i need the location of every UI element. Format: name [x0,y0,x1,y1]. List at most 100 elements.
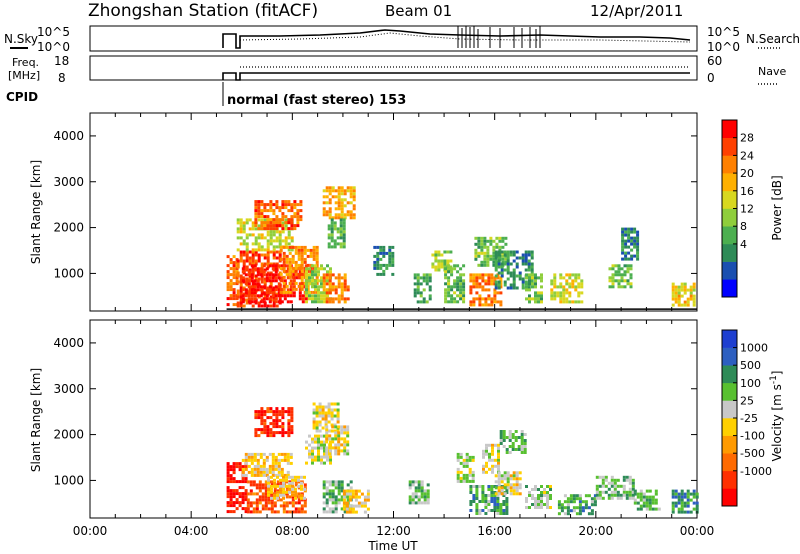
colorbar-swatch [722,190,737,209]
data-cell [506,486,510,490]
colorbar-tick-label: 20 [740,167,754,180]
data-cell [288,481,291,485]
colorbar-swatch [722,120,737,138]
data-cell [500,489,504,493]
data-cell [506,477,510,481]
data-cell [271,473,275,477]
data-cell [477,254,481,258]
data-cell [411,480,415,484]
data-cell [621,239,625,243]
data-cell [346,213,350,217]
data-cell [680,501,684,505]
data-cell [322,189,326,193]
data-cell [524,262,528,266]
nsky-trace [222,29,691,49]
data-cell [577,282,581,286]
data-cell [506,271,510,275]
data-cell [642,501,646,505]
data-cell [563,494,567,498]
data-cell [624,245,628,249]
data-cell [241,470,245,474]
data-cell [274,473,278,477]
data-cell [686,504,690,508]
data-cell [578,509,582,513]
data-cell [267,493,270,497]
data-cell [671,501,675,505]
data-cell [267,495,271,499]
data-cell [337,204,341,208]
data-cell [382,269,386,273]
data-cell [434,253,438,257]
data-cell [521,280,525,284]
data-cell [241,465,245,469]
data-cell [490,300,494,304]
data-cell [471,458,475,462]
data-cell [376,263,380,267]
data-cell [627,233,631,237]
data-cell [311,446,314,450]
data-cell [422,300,426,304]
data-cell [487,503,491,506]
data-cell [336,417,340,421]
data-cell [244,492,248,496]
data-cell [303,251,307,255]
data-cell [317,458,320,462]
data-cell [674,294,678,298]
data-cell [327,224,331,228]
data-cell [315,260,319,264]
data-cell [462,282,466,286]
data-cell [488,452,491,456]
data-cell [226,270,230,274]
data-cell [260,407,264,411]
data-cell [323,294,326,298]
data-cell [277,467,281,471]
data-cell [255,504,259,508]
data-cell [485,452,488,456]
data-cell [257,410,261,414]
data-cell [692,288,696,292]
data-cell [245,298,249,302]
data-cell [257,245,261,249]
data-cell [465,458,469,462]
data-cell [428,279,432,283]
data-cell [241,294,245,298]
data-cell [626,264,630,268]
data-cell [296,203,300,207]
data-cell [262,300,266,304]
data-cell [499,430,503,433]
data-cell [226,468,230,472]
data-cell [288,257,292,261]
data-cell [226,471,230,475]
data-cell [578,512,582,516]
data-cell [471,473,475,477]
data-cell [315,429,319,433]
data-cell [627,257,631,261]
data-cell [238,492,242,496]
data-cell [419,276,423,280]
data-cell [480,248,484,252]
data-cell [264,501,268,505]
data-cell [242,242,246,246]
data-cell [491,470,494,474]
data-cell [506,265,510,269]
data-cell [534,500,537,503]
data-cell [629,267,633,271]
data-cell [334,434,338,438]
velocity-label-sup: -1 [769,375,779,384]
data-cell [633,239,637,243]
data-cell [236,259,240,263]
data-cell [363,495,367,499]
data-cell [254,200,258,204]
data-cell [241,267,245,271]
data-cell [621,242,625,246]
data-cell [562,297,566,301]
data-cell [275,224,279,228]
data-cell [308,443,311,447]
data-cell [266,215,270,219]
data-cell [291,501,295,505]
data-cell [317,297,320,301]
cpid-label: CPID [6,90,38,104]
data-cell [288,290,292,294]
data-cell [414,495,418,499]
